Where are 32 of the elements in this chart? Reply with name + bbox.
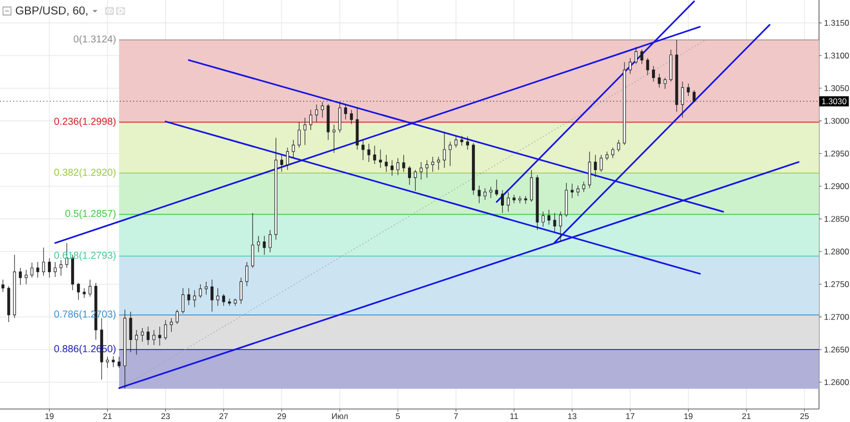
x-tick-label: 19 <box>684 413 693 420</box>
x-tick-label: 5 <box>396 413 400 420</box>
y-tick-label: 1.2750 <box>824 281 849 288</box>
x-tick-label: 21 <box>742 413 751 420</box>
y-tick-label: 1.2700 <box>824 314 849 320</box>
x-tick-label: 23 <box>161 413 170 420</box>
y-tick-label: 1.3100 <box>824 52 849 58</box>
ref-line-label: 1.3030 <box>822 98 846 104</box>
x-tick-label: 25 <box>800 413 809 420</box>
x-tick-label: 19 <box>45 413 54 420</box>
ref-line-label: 0.382(1.2920) <box>54 168 116 178</box>
y-tick-label: 1.3150 <box>824 20 849 26</box>
x-tick-label: 17 <box>626 413 634 419</box>
y-tick-label: 1.2950 <box>824 150 849 156</box>
chart-title: GBP/USD, 60, <box>16 6 88 16</box>
y-tick-label: 1.2600 <box>824 379 849 386</box>
ref-line-label: 0(1.3124) <box>74 35 116 45</box>
y-tick-label: 1.3050 <box>824 85 849 92</box>
x-tick-label: 27 <box>219 413 228 420</box>
y-tick-label: 1.2850 <box>824 216 849 222</box>
x-tick-label: 11 <box>510 413 518 419</box>
y-tick-label: 1.3000 <box>824 118 849 124</box>
y-tick-label: 1.2650 <box>824 346 849 352</box>
x-tick-label: 29 <box>278 413 286 420</box>
x-tick-label: Июл <box>332 413 348 420</box>
x-tick-label: 13 <box>568 413 576 420</box>
y-tick-label: 1.2900 <box>824 183 849 190</box>
x-tick-label: 7 <box>454 413 458 419</box>
ref-line-label: 0.236(1.2998) <box>54 118 116 127</box>
y-tick-label: 1.2800 <box>824 248 849 254</box>
ref-line-label: 0.5(1.2857) <box>65 210 116 219</box>
x-tick-label: 21 <box>103 413 112 420</box>
